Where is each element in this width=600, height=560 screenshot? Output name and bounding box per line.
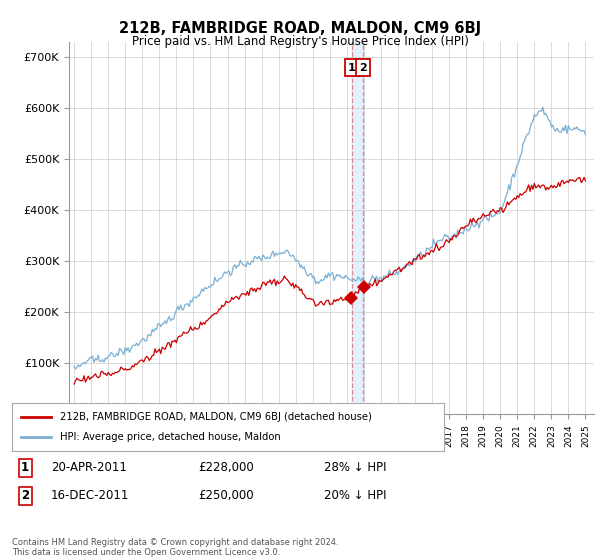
Text: 212B, FAMBRIDGE ROAD, MALDON, CM9 6BJ: 212B, FAMBRIDGE ROAD, MALDON, CM9 6BJ — [119, 21, 481, 36]
Text: £250,000: £250,000 — [198, 489, 254, 502]
Text: HPI: Average price, detached house, Maldon: HPI: Average price, detached house, Mald… — [59, 432, 280, 442]
Text: Price paid vs. HM Land Registry's House Price Index (HPI): Price paid vs. HM Land Registry's House … — [131, 35, 469, 48]
Text: 28% ↓ HPI: 28% ↓ HPI — [324, 461, 386, 474]
Text: Contains HM Land Registry data © Crown copyright and database right 2024.
This d: Contains HM Land Registry data © Crown c… — [12, 538, 338, 557]
Text: £228,000: £228,000 — [198, 461, 254, 474]
Bar — [352, 42, 363, 414]
Text: 212B, FAMBRIDGE ROAD, MALDON, CM9 6BJ (detached house): 212B, FAMBRIDGE ROAD, MALDON, CM9 6BJ (d… — [59, 412, 371, 422]
Text: 20-APR-2011: 20-APR-2011 — [51, 461, 127, 474]
Text: 16-DEC-2011: 16-DEC-2011 — [51, 489, 130, 502]
Text: 2: 2 — [21, 489, 29, 502]
Text: 1: 1 — [348, 63, 356, 72]
Text: 2: 2 — [359, 63, 367, 72]
Text: 20% ↓ HPI: 20% ↓ HPI — [324, 489, 386, 502]
Text: 1: 1 — [21, 461, 29, 474]
